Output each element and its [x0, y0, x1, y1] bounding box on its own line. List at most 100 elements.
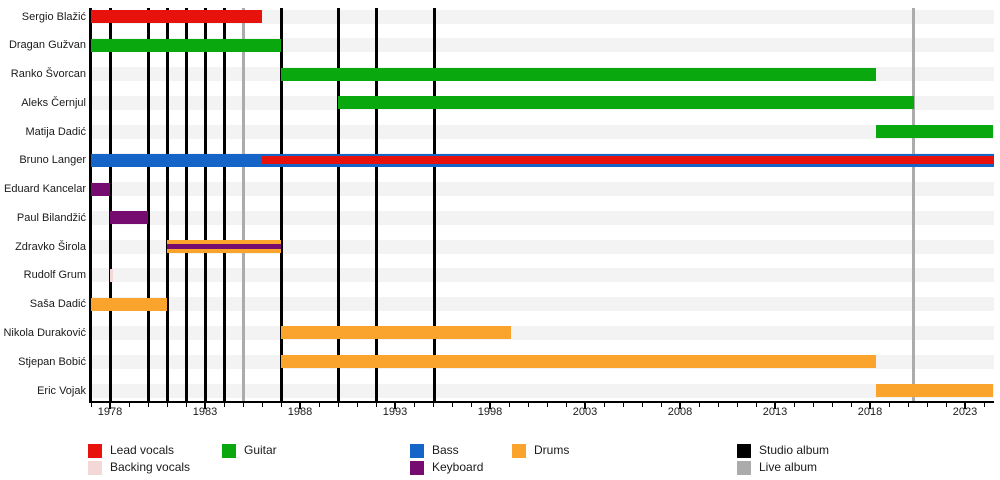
bar-drums	[875, 384, 994, 397]
axis-tick	[755, 403, 757, 407]
axis-tick	[812, 403, 814, 407]
axis-tick	[603, 403, 605, 407]
axis-tick	[622, 403, 624, 407]
axis-year-label: 2013	[762, 406, 788, 418]
studio-album-marker	[279, 8, 283, 402]
member-label: Saša Dadić	[29, 298, 86, 311]
legend-swatch-lead-vocals	[88, 444, 102, 458]
legend-swatch-studio-album	[737, 444, 751, 458]
axis-tick	[945, 403, 947, 407]
axis-year-label: 1983	[192, 406, 218, 418]
row-band	[91, 124, 994, 139]
bar-guitar	[338, 96, 914, 110]
y-axis-line	[89, 8, 92, 402]
axis-tick	[831, 403, 833, 407]
axis-tick	[983, 403, 985, 407]
member-label: Rudolf Grum	[23, 269, 86, 282]
axis-tick	[261, 403, 263, 407]
axis-tick	[584, 403, 586, 409]
axis-tick	[337, 403, 339, 407]
axis-tick	[470, 403, 472, 407]
row-band	[91, 383, 994, 398]
axis-tick	[128, 403, 130, 407]
axis-tick	[888, 403, 890, 407]
axis-tick	[964, 403, 966, 409]
axis-year-label: 2003	[572, 406, 598, 418]
axis-tick	[736, 403, 738, 407]
bar-keyboard	[110, 211, 148, 225]
axis-tick	[717, 403, 719, 407]
axis-year-label: 1978	[97, 406, 123, 418]
axis-tick	[774, 403, 776, 409]
bar-guitar	[875, 125, 994, 139]
studio-album-marker	[336, 8, 340, 402]
row-band	[91, 210, 994, 225]
axis-tick	[926, 403, 928, 407]
studio-album-marker	[433, 8, 437, 402]
bar-guitar	[91, 38, 281, 52]
axis-tick	[90, 403, 92, 407]
bar-drums	[281, 326, 511, 340]
axis-tick	[451, 403, 453, 407]
axis-tick	[242, 403, 244, 407]
legend-label: Backing vocals	[110, 459, 191, 474]
row-band	[91, 268, 994, 283]
axis-tick	[394, 403, 396, 409]
row-band	[91, 297, 994, 312]
bar-backing-vocals	[110, 268, 113, 282]
axis-tick	[869, 403, 871, 409]
live-album-marker	[912, 8, 916, 402]
bar-guitar	[281, 67, 876, 81]
axis-tick	[508, 403, 510, 407]
axis-tick	[660, 403, 662, 407]
bar-lead-vocals	[91, 10, 262, 23]
bar-drums	[91, 297, 167, 311]
legend-label: Keyboard	[432, 459, 484, 474]
row-band	[91, 325, 994, 340]
studio-album-marker	[184, 8, 188, 402]
axis-year-label: 2018	[857, 406, 883, 418]
axis-year-label: 1993	[382, 406, 408, 418]
axis-tick	[185, 403, 187, 407]
member-label: Aleks Černjul	[21, 96, 86, 109]
legend-swatch-live-album	[737, 460, 751, 475]
member-label: Sergio Blažić	[21, 10, 86, 23]
axis-tick	[546, 403, 548, 407]
axis-tick	[698, 403, 700, 407]
legend-label: Lead vocals	[110, 443, 175, 457]
bar-lead-vocals	[262, 156, 994, 165]
bar-keyboard	[167, 244, 281, 250]
member-label: Ranko Švorcan	[10, 68, 86, 81]
axis-tick	[147, 403, 149, 407]
bar-drums	[281, 355, 876, 369]
axis-tick	[299, 403, 301, 409]
axis-year-label: 2008	[667, 406, 693, 418]
axis-tick	[565, 403, 567, 407]
studio-album-marker	[375, 8, 379, 402]
legend-label: Guitar	[244, 443, 277, 457]
member-label: Eric Vojak	[37, 384, 86, 397]
axis-year-label: 2023	[952, 406, 978, 418]
legend-label: Studio album	[759, 443, 830, 457]
row-band	[91, 38, 994, 53]
axis-tick	[280, 403, 282, 407]
legend-swatch-bass	[410, 444, 424, 458]
axis-year-label: 1998	[477, 406, 503, 418]
member-label: Matija Dadić	[25, 125, 86, 138]
studio-album-marker	[222, 8, 226, 402]
legend-swatch-guitar	[222, 444, 236, 458]
row-band	[91, 182, 994, 197]
row-band	[91, 9, 994, 24]
axis-tick	[204, 403, 206, 409]
studio-album-marker	[146, 8, 150, 402]
legend-label: Bass	[432, 443, 459, 457]
row-band	[91, 239, 994, 254]
legend-label: Live album	[759, 459, 818, 474]
axis-tick	[489, 403, 491, 409]
studio-album-marker	[108, 8, 112, 402]
axis-tick	[413, 403, 415, 407]
axis-year-label: 1988	[287, 406, 313, 418]
axis-tick	[223, 403, 225, 407]
axis-tick	[166, 403, 168, 407]
